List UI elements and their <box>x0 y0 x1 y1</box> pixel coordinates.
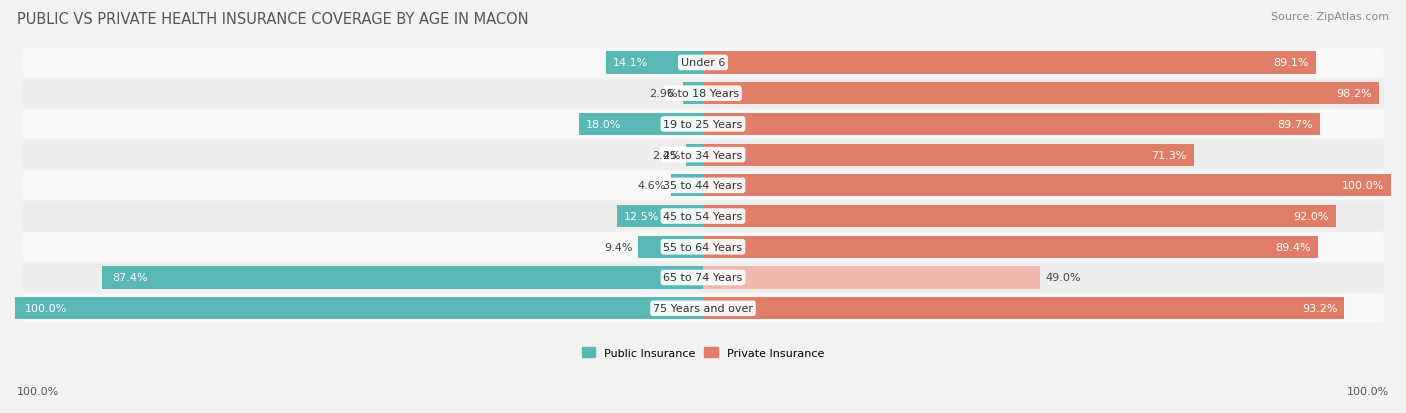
Bar <box>686 144 703 166</box>
FancyBboxPatch shape <box>22 233 1384 262</box>
Bar <box>703 175 1391 197</box>
Text: Under 6: Under 6 <box>681 58 725 68</box>
Bar <box>579 114 703 135</box>
Text: 25 to 34 Years: 25 to 34 Years <box>664 150 742 160</box>
Bar <box>703 114 1320 135</box>
Bar <box>15 297 703 320</box>
Text: 19 to 25 Years: 19 to 25 Years <box>664 120 742 130</box>
Text: 2.4%: 2.4% <box>652 150 681 160</box>
Text: 6 to 18 Years: 6 to 18 Years <box>666 89 740 99</box>
Bar <box>703 236 1317 258</box>
Text: 87.4%: 87.4% <box>112 273 148 283</box>
Text: 9.4%: 9.4% <box>605 242 633 252</box>
Text: 18.0%: 18.0% <box>586 120 621 130</box>
Bar <box>683 83 703 105</box>
Bar <box>703 267 1040 289</box>
Bar <box>606 52 703 74</box>
Text: 93.2%: 93.2% <box>1302 304 1337 313</box>
Text: 2.9%: 2.9% <box>650 89 678 99</box>
Bar <box>617 206 703 228</box>
FancyBboxPatch shape <box>22 79 1384 109</box>
Bar <box>703 144 1194 166</box>
FancyBboxPatch shape <box>22 202 1384 231</box>
Legend: Public Insurance, Private Insurance: Public Insurance, Private Insurance <box>578 343 828 362</box>
Text: 55 to 64 Years: 55 to 64 Years <box>664 242 742 252</box>
Text: 45 to 54 Years: 45 to 54 Years <box>664 211 742 221</box>
Text: 89.4%: 89.4% <box>1275 242 1312 252</box>
Bar <box>703 83 1379 105</box>
FancyBboxPatch shape <box>22 110 1384 139</box>
Bar <box>101 267 703 289</box>
Text: 65 to 74 Years: 65 to 74 Years <box>664 273 742 283</box>
FancyBboxPatch shape <box>22 140 1384 170</box>
Bar <box>671 175 703 197</box>
Text: 100.0%: 100.0% <box>1347 387 1389 396</box>
Bar <box>703 297 1344 320</box>
Text: 35 to 44 Years: 35 to 44 Years <box>664 181 742 191</box>
Text: 49.0%: 49.0% <box>1046 273 1081 283</box>
Text: 89.7%: 89.7% <box>1278 120 1313 130</box>
Text: 92.0%: 92.0% <box>1294 211 1329 221</box>
FancyBboxPatch shape <box>22 263 1384 292</box>
FancyBboxPatch shape <box>22 49 1384 78</box>
Text: 75 Years and over: 75 Years and over <box>652 304 754 313</box>
Bar <box>703 206 1336 228</box>
Text: 100.0%: 100.0% <box>17 387 59 396</box>
Text: 89.1%: 89.1% <box>1274 58 1309 68</box>
FancyBboxPatch shape <box>22 294 1384 323</box>
Text: 100.0%: 100.0% <box>1341 181 1384 191</box>
Text: 100.0%: 100.0% <box>25 304 67 313</box>
Bar <box>703 52 1316 74</box>
Text: 98.2%: 98.2% <box>1336 89 1372 99</box>
Text: 12.5%: 12.5% <box>624 211 659 221</box>
Text: PUBLIC VS PRIVATE HEALTH INSURANCE COVERAGE BY AGE IN MACON: PUBLIC VS PRIVATE HEALTH INSURANCE COVER… <box>17 12 529 27</box>
Text: Source: ZipAtlas.com: Source: ZipAtlas.com <box>1271 12 1389 22</box>
Bar <box>638 236 703 258</box>
Text: 71.3%: 71.3% <box>1152 150 1187 160</box>
Text: 4.6%: 4.6% <box>637 181 666 191</box>
FancyBboxPatch shape <box>22 171 1384 201</box>
Text: 14.1%: 14.1% <box>613 58 648 68</box>
